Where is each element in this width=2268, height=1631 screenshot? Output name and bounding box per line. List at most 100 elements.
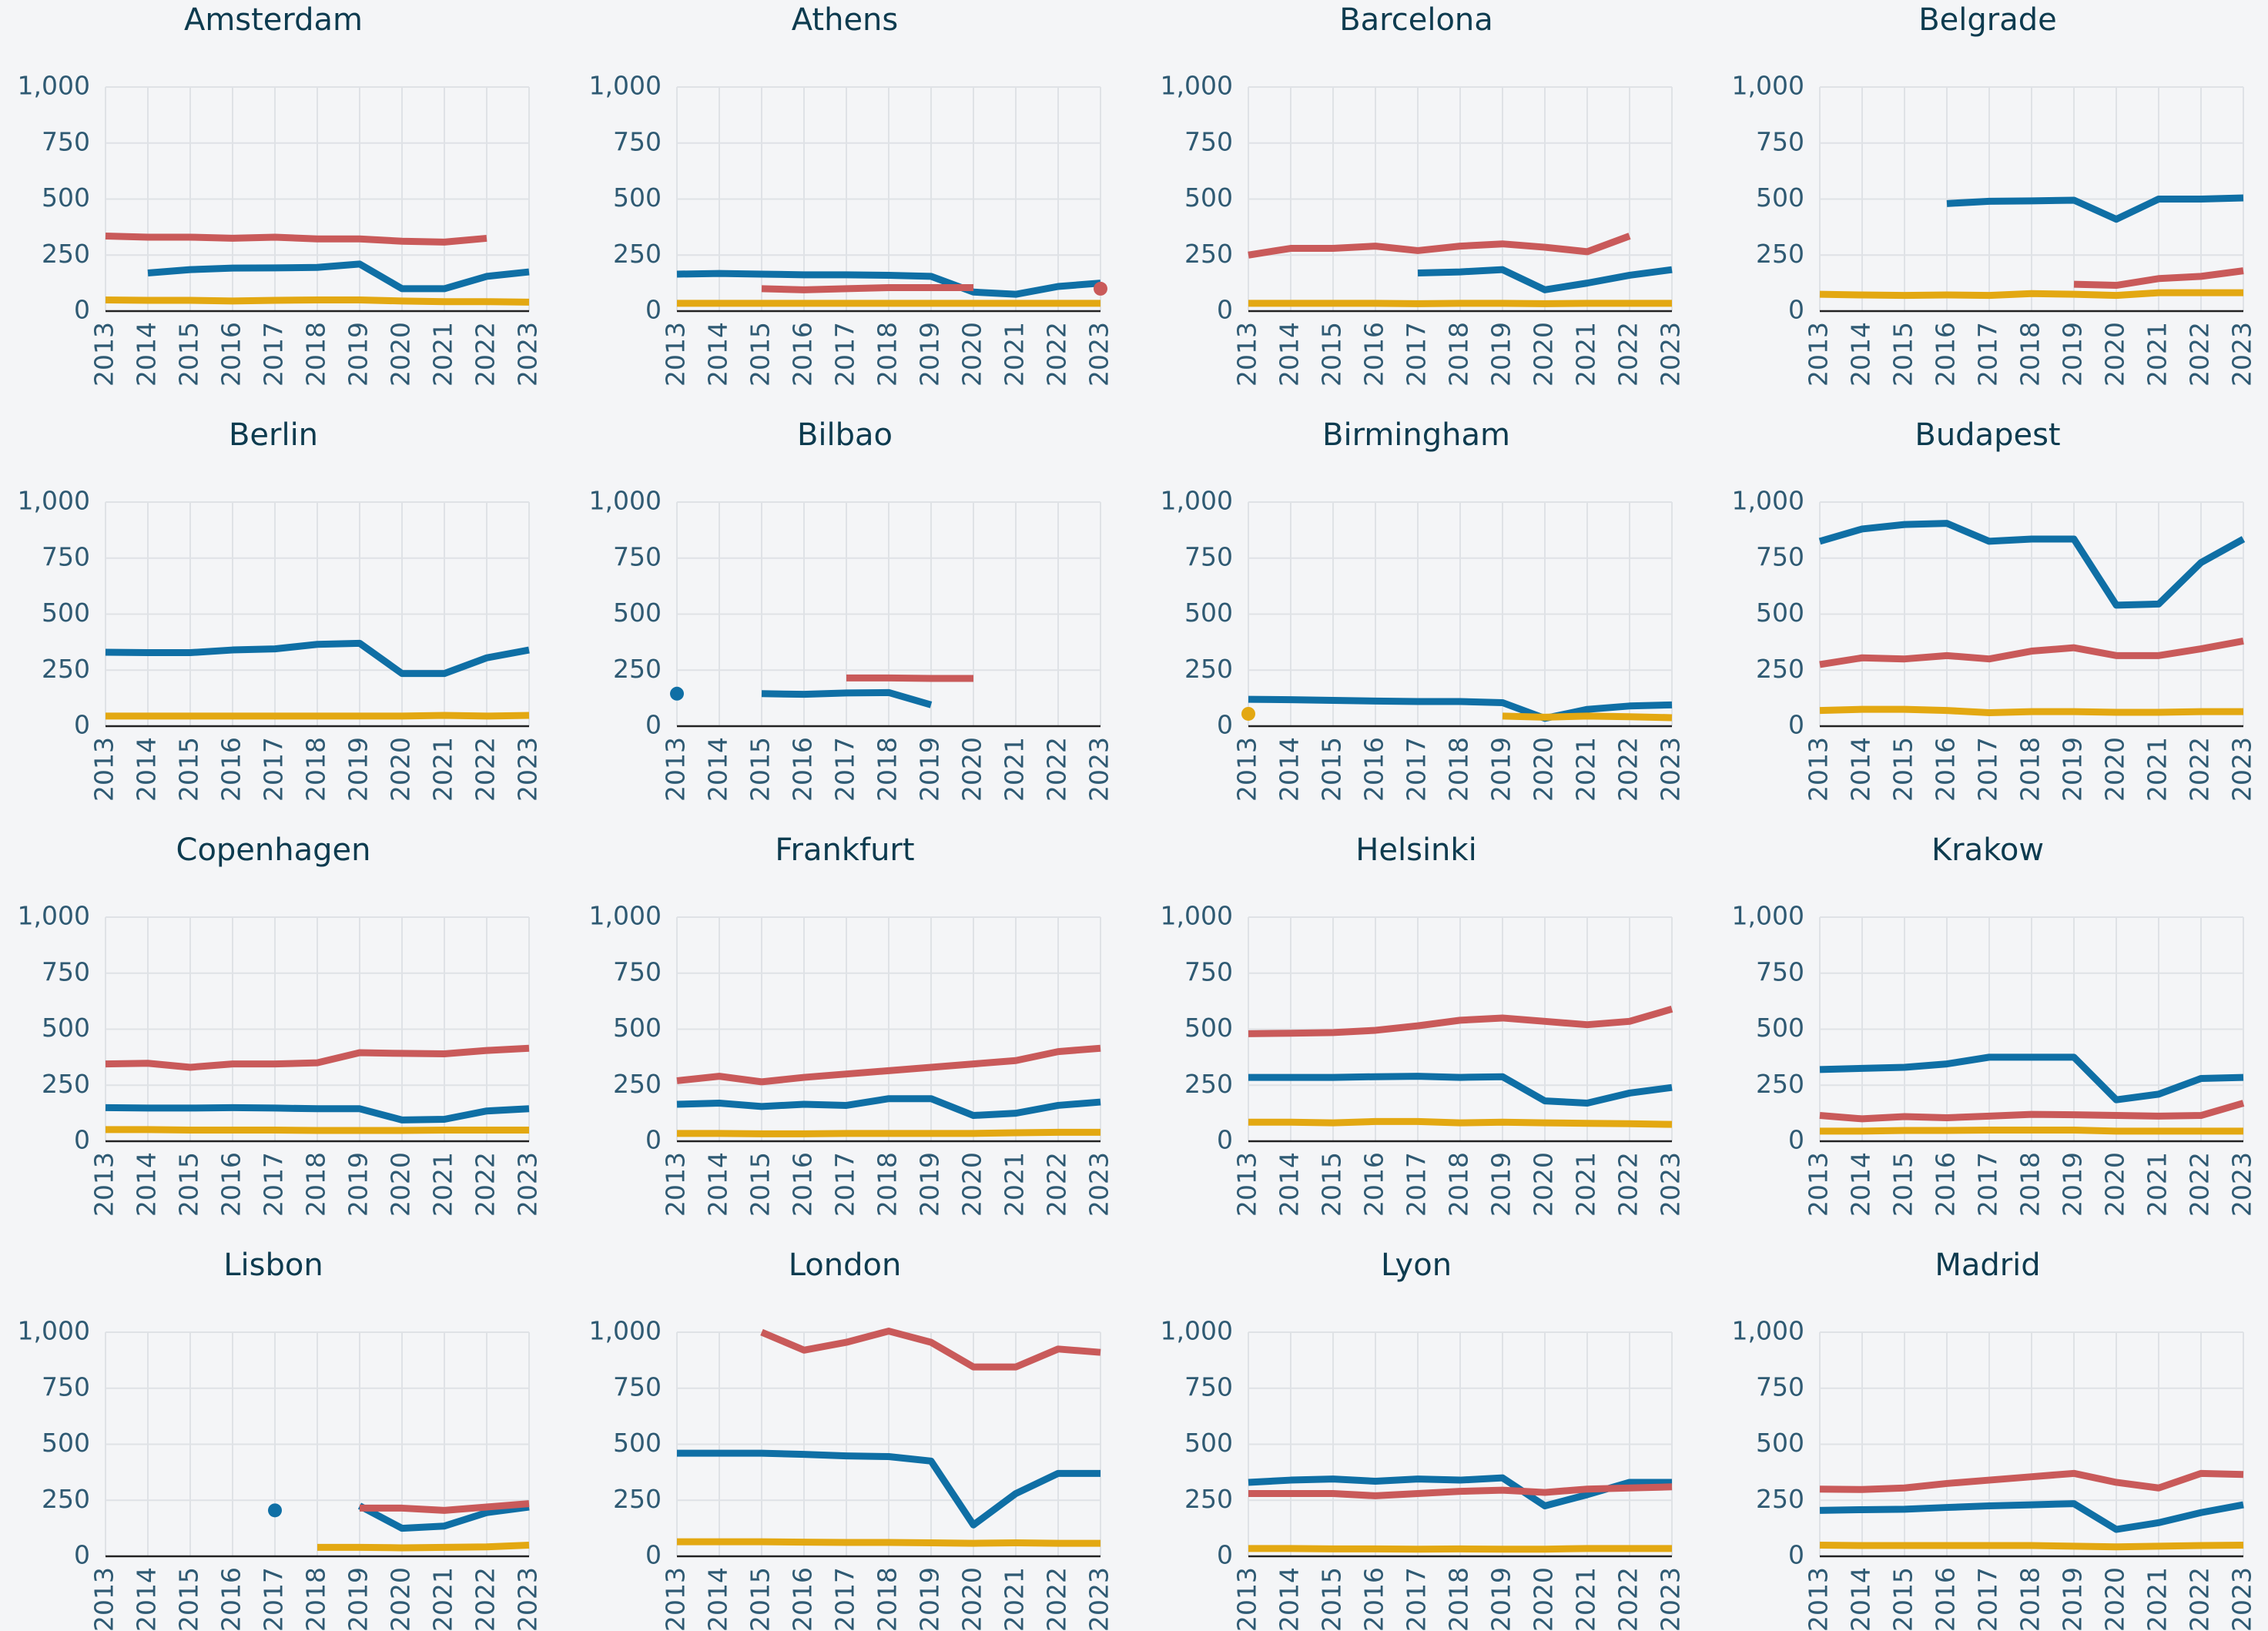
x-tick-label: 2016 — [788, 1152, 818, 1217]
y-tick-label: 750 — [42, 956, 90, 986]
x-tick-label: 2014 — [1275, 322, 1305, 387]
x-tick-label: 2023 — [513, 322, 543, 387]
x-tick-label: 2019 — [2058, 737, 2088, 802]
x-tick-label: 2013 — [1804, 1567, 1834, 1631]
x-tick-label: 2021 — [2142, 737, 2173, 802]
x-tick-label: 2015 — [1888, 1152, 1918, 1217]
x-tick-label: 2022 — [1042, 1567, 1072, 1631]
x-tick-label: 2013 — [661, 1152, 691, 1217]
y-tick-label: 250 — [1756, 1069, 1804, 1099]
panel: Budapest 0 250 500 750 1,000 2013 2014 2015 2016 2… — [1732, 417, 2257, 802]
x-tick-label: 2017 — [259, 322, 289, 387]
line-series — [1248, 1483, 1673, 1499]
x-tick-label: 2016 — [1931, 1567, 1961, 1631]
x-tick-label: 2018 — [1444, 1567, 1474, 1631]
x-tick-label: 2016 — [216, 1152, 246, 1217]
x-tick-label: 2015 — [1317, 1152, 1347, 1217]
x-tick-label: 2023 — [1084, 322, 1114, 387]
x-tick-label: 2020 — [1529, 1567, 1559, 1631]
panel-title: Bilbao — [797, 417, 893, 453]
x-tick-label: 2018 — [2015, 737, 2045, 802]
x-tick-label: 2013 — [89, 1567, 119, 1631]
panel-title: Krakow — [1931, 832, 2044, 868]
x-tick-label: 2020 — [386, 737, 416, 802]
x-tick-label: 2021 — [1000, 1567, 1030, 1631]
x-tick-label: 2019 — [343, 322, 374, 387]
x-tick-label: 2015 — [1317, 322, 1347, 387]
y-tick-label: 1,000 — [589, 486, 662, 516]
x-tick-label: 2023 — [1084, 737, 1114, 802]
x-tick-label: 2017 — [1973, 737, 2003, 802]
x-tick-label: 2018 — [2015, 1567, 2045, 1631]
y-tick-label: 500 — [1756, 598, 1804, 628]
x-tick-label: 2022 — [1613, 737, 1643, 802]
line-series — [1248, 1117, 1673, 1128]
y-tick-label: 250 — [42, 1069, 90, 1099]
y-tick-label: 500 — [42, 1013, 90, 1043]
x-tick-label: 2023 — [1656, 322, 1686, 387]
panel: Madrid 0 250 500 750 1,000 2013 2014 2015 2016 201… — [1732, 1248, 2257, 1631]
x-tick-label: 2019 — [915, 737, 945, 802]
x-tick-label: 2022 — [1613, 322, 1643, 387]
x-tick-label: 2023 — [2227, 1152, 2257, 1217]
y-tick-label: 0 — [645, 1125, 662, 1155]
line-series — [676, 1044, 1101, 1086]
x-tick-label: 2014 — [132, 1152, 162, 1217]
line-series — [761, 688, 933, 708]
x-tick-label: 2018 — [873, 1152, 903, 1217]
plot-area — [677, 1328, 1101, 1547]
x-tick-label: 2013 — [1232, 1567, 1262, 1631]
x-tick-label: 2016 — [788, 322, 818, 387]
x-tick-label: 2016 — [1931, 1152, 1961, 1217]
x-tick-label: 2020 — [957, 1152, 987, 1217]
y-tick-label: 0 — [1788, 710, 1804, 740]
x-tick-label: 2021 — [2142, 1567, 2173, 1631]
plot-area — [105, 639, 530, 720]
x-tick-label: 2014 — [703, 1567, 733, 1631]
x-tick-label: 2014 — [1275, 737, 1305, 802]
x-tick-label: 2019 — [1486, 1152, 1516, 1217]
x-tick-label: 2020 — [2100, 322, 2130, 387]
y-tick-label: 750 — [1184, 1371, 1233, 1402]
x-tick-label: 2015 — [174, 737, 204, 802]
plot-area — [676, 1044, 1101, 1137]
x-tick-label: 2020 — [2100, 1567, 2130, 1631]
y-tick-label: 1,000 — [18, 1316, 90, 1346]
x-tick-label: 2013 — [661, 1567, 691, 1631]
x-tick-label: 2017 — [1402, 737, 1432, 802]
y-tick-label: 250 — [42, 239, 90, 269]
x-tick-label: 2016 — [1931, 322, 1961, 387]
x-tick-label: 2019 — [915, 322, 945, 387]
x-tick-label: 2015 — [1888, 737, 1918, 802]
x-tick-label: 2021 — [428, 737, 458, 802]
x-tick-label: 2023 — [513, 737, 543, 802]
x-tick-label: 2018 — [301, 322, 331, 387]
x-tick-label: 2017 — [830, 737, 860, 802]
x-tick-label: 2022 — [2185, 1567, 2215, 1631]
x-tick-label: 2020 — [386, 1567, 416, 1631]
panel-title: Birmingham — [1322, 417, 1510, 453]
y-tick-label: 750 — [613, 541, 662, 571]
line-series — [1248, 695, 1673, 722]
x-tick-label: 2013 — [1804, 737, 1834, 802]
plot-area — [670, 674, 973, 708]
x-tick-label: 2020 — [1529, 1152, 1559, 1217]
y-tick-label: 250 — [613, 654, 662, 684]
line-series — [1819, 705, 2243, 717]
panel: Lisbon 0 250 500 750 1,000 2013 2014 2015 2016 201… — [18, 1248, 543, 1631]
plot-area — [1819, 194, 2244, 300]
line-series — [1502, 712, 1673, 722]
line-series — [357, 1502, 530, 1532]
line-series — [106, 712, 530, 720]
line-series — [360, 1500, 530, 1514]
plot-area — [1248, 233, 1673, 307]
panel: Amsterdam 0 250 500 750 1,000 2013 2014 2015 2016… — [18, 2, 543, 387]
line-series — [105, 233, 487, 246]
x-tick-label: 2018 — [301, 1567, 331, 1631]
line-point — [670, 686, 684, 701]
line-series — [147, 260, 530, 293]
x-tick-label: 2021 — [428, 1567, 458, 1631]
x-tick-label: 2018 — [873, 1567, 903, 1631]
y-tick-label: 250 — [1184, 654, 1233, 684]
